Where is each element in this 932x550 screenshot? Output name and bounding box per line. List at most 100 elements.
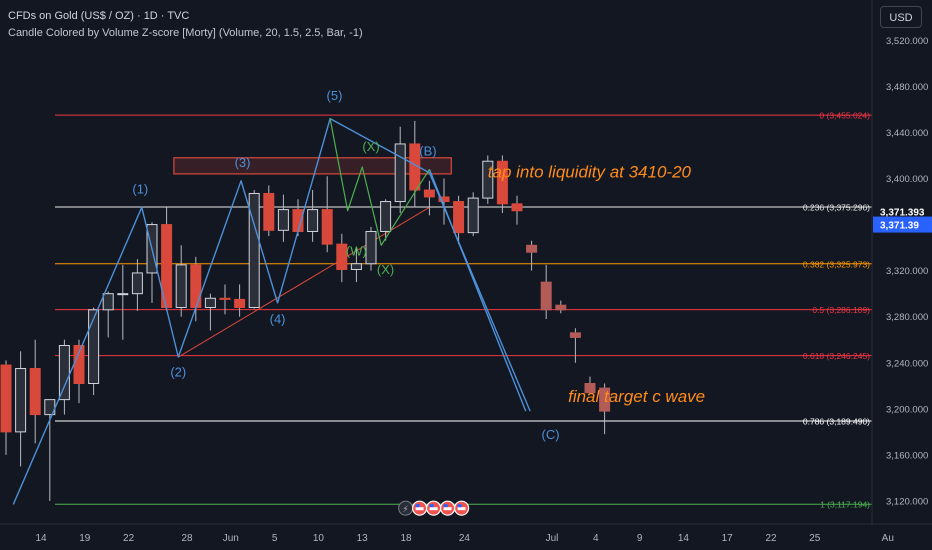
economic-event-icons: ⚡	[398, 500, 470, 516]
time-tick-label: Jul	[546, 533, 559, 544]
candle-body	[555, 304, 567, 311]
candle	[540, 264, 552, 320]
candle-body	[438, 196, 450, 203]
candle-body	[0, 364, 12, 433]
wave-label: (3)	[235, 155, 251, 170]
candle	[277, 194, 289, 242]
price-axis	[872, 0, 932, 550]
fib-label-0: 0 (3,455.024)	[819, 111, 870, 121]
price-tick-label: 3,520.000	[886, 36, 928, 47]
us-flag-canton	[457, 504, 462, 508]
time-tick-label: 10	[313, 533, 325, 544]
time-tick-label: 19	[79, 533, 91, 544]
candle-body	[482, 160, 494, 199]
wave-label: (1)	[132, 181, 148, 196]
candle-body	[204, 297, 216, 308]
candle	[350, 247, 362, 283]
candle-body	[423, 189, 435, 198]
time-tick-label: Jun	[223, 533, 239, 544]
chart-title: CFDs on Gold (US$ / OZ) · 1D · TVC	[8, 10, 190, 22]
price-tag-label: 3,371.39	[880, 221, 919, 232]
time-tick-label: 9	[637, 533, 643, 544]
price-tick-label: 3,400.000	[886, 174, 928, 185]
price-tick-label: 3,440.000	[886, 128, 928, 139]
candle	[599, 383, 611, 435]
annotation-text: final target c wave	[568, 387, 705, 406]
sub-wave-line	[329, 118, 430, 246]
price-tick-label: 3,240.000	[886, 358, 928, 369]
candle-body	[190, 264, 202, 308]
candle	[131, 259, 143, 311]
candle	[234, 284, 246, 317]
price-tag	[873, 216, 932, 233]
candle-body	[511, 203, 523, 212]
time-tick-label: 14	[678, 533, 690, 544]
time-tick-label: 28	[181, 533, 193, 544]
us-flag-stripe	[415, 507, 424, 511]
annotation-text: tap into liquidity at 3410-20	[488, 162, 692, 181]
candle-body	[117, 293, 129, 296]
candle	[438, 178, 450, 225]
fib-label-0.618: 0.618 (3,246.245)	[803, 351, 870, 361]
candle-body	[234, 298, 246, 308]
candle-body	[58, 344, 70, 401]
lightning-glyph: ⚡	[402, 504, 408, 514]
candle-body	[263, 192, 275, 231]
currency-button[interactable]: USD	[880, 6, 922, 28]
candle	[58, 339, 70, 415]
candle	[555, 300, 567, 314]
us-flag-canton	[429, 504, 434, 508]
candle-body	[248, 192, 260, 308]
candle	[394, 126, 406, 214]
wave-label: (4)	[270, 312, 286, 327]
candle-body	[277, 209, 289, 231]
candle	[511, 195, 523, 225]
candle-body	[15, 368, 27, 433]
candle	[204, 293, 216, 331]
candle-body	[88, 309, 100, 384]
fib-label-0.786: 0.786 (3,189.490)	[803, 416, 870, 426]
candle	[467, 192, 479, 237]
candle	[88, 307, 100, 396]
time-tick-label: 22	[123, 533, 135, 544]
wave-label: (X)	[362, 139, 379, 154]
price-tick-label: 3,200.000	[886, 404, 928, 415]
candle	[380, 199, 392, 241]
fib-levels: 0 (3,455.024) 0.236 (3,375.296) 0.382 (3,3…	[55, 111, 872, 510]
price-tick-label: 3,120.000	[886, 496, 928, 507]
candle-body	[599, 387, 611, 412]
candle	[219, 284, 231, 315]
candle-body	[540, 281, 552, 311]
candle-body	[175, 264, 187, 308]
price-tick-label: 3,320.000	[886, 266, 928, 277]
candle	[0, 360, 12, 455]
candle-body	[350, 263, 362, 270]
price-tag	[873, 203, 932, 220]
candle-body	[584, 382, 596, 394]
fib-label-0.5: 0.5 (3,286.109)	[812, 305, 870, 315]
candle-body	[526, 244, 538, 253]
time-tick-label: 13	[357, 533, 369, 544]
candle-body	[394, 143, 406, 203]
us-flag-stripe	[429, 507, 438, 511]
time-tick-label: 22	[765, 533, 777, 544]
candle	[248, 190, 260, 309]
candle	[526, 240, 538, 271]
fib-label-0.236: 0.236 (3,375.296)	[803, 202, 870, 212]
candle-body	[321, 209, 333, 245]
candle-body	[467, 197, 479, 234]
time-tick-label: 4	[593, 533, 599, 544]
candle	[29, 339, 41, 444]
candle	[263, 185, 275, 237]
us-flag-stripe	[457, 507, 466, 511]
candle	[569, 328, 581, 363]
time-tick-label: Au	[882, 533, 894, 544]
wave-label: (W)	[346, 244, 367, 259]
indicator-legend[interactable]: Candle Colored by Volume Z-score [Morty]…	[8, 27, 363, 39]
candle-body	[336, 243, 348, 270]
time-tick-label: 5	[272, 533, 278, 544]
candle-body	[102, 293, 114, 311]
wave-line-c-parallel	[428, 169, 527, 412]
